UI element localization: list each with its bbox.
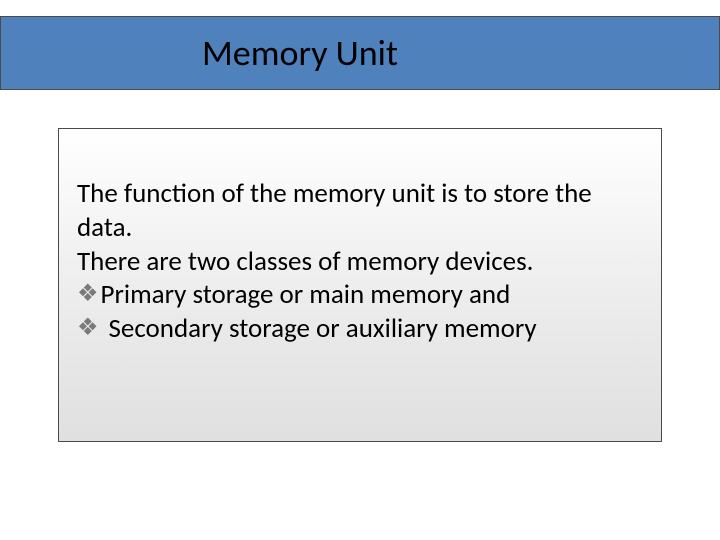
diamond-bullet-icon: ❖ xyxy=(77,278,99,310)
bullet-item-1: ❖ Primary storage or main memory and xyxy=(77,278,643,312)
slide: Memory Unit The function of the memory u… xyxy=(0,0,720,540)
diamond-bullet-icon: ❖ xyxy=(77,312,99,344)
slide-title: Memory Unit xyxy=(202,31,398,75)
title-bar: Memory Unit xyxy=(0,16,720,90)
content-line-1: The function of the memory unit is to st… xyxy=(77,177,643,245)
bullet-text-1: Primary storage or main memory and xyxy=(101,278,511,312)
bullet-item-2: ❖ Secondary storage or auxiliary memory xyxy=(77,312,643,346)
bullet-text-2: Secondary storage or auxiliary memory xyxy=(109,312,537,346)
content-line-2: There are two classes of memory devices. xyxy=(77,245,643,279)
content-box: The function of the memory unit is to st… xyxy=(58,128,662,442)
